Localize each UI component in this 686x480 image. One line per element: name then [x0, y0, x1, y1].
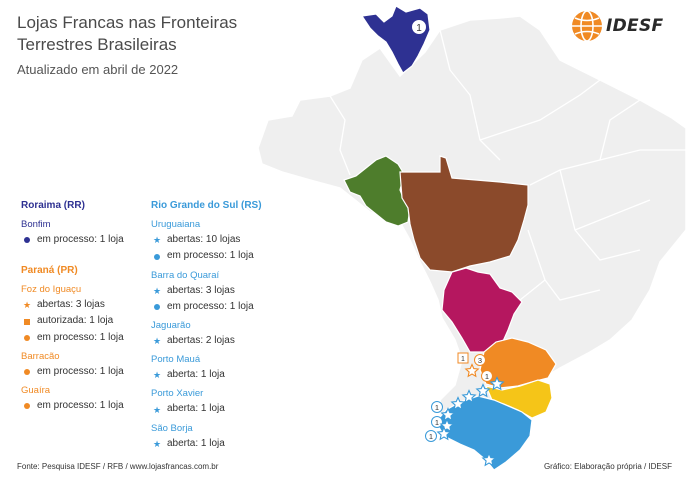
legend-city: Guaíra — [21, 385, 51, 397]
state-parana — [479, 337, 557, 389]
legend-item-text: autorizada: 1 loja — [37, 315, 114, 327]
badge-circle — [431, 401, 443, 413]
page-title: Lojas Francas nas Fronteiras Terrestres … — [17, 12, 237, 56]
star-icon: ★ — [152, 235, 162, 246]
legend-item-text: aberta: 1 loja — [167, 437, 225, 449]
state-borders — [329, 29, 686, 301]
page-subtitle: Atualizado em abril de 2022 — [17, 62, 179, 77]
legend-city: Porto Xavier — [151, 388, 204, 400]
dot-icon — [21, 401, 33, 411]
legend-city: Bonfim — [21, 219, 51, 231]
badge-circle — [425, 430, 437, 442]
store-star-marker — [464, 363, 480, 378]
credit-footer: Gráfico: Elaboração própria / IDESF — [543, 462, 672, 471]
square-icon — [21, 317, 33, 327]
store-star-marker — [489, 376, 505, 391]
badge-circle — [481, 370, 493, 382]
star-icon: ★ — [152, 285, 162, 296]
legend-item: ★ aberta: 1 loja — [151, 436, 262, 452]
star-icon: ★ — [152, 404, 162, 415]
legend-item: em processo: 1 loja — [21, 330, 124, 346]
authorized-square-marker — [457, 352, 469, 364]
legend-city: Foz do Iguaçu — [21, 284, 82, 296]
legend-city: São Borja — [151, 422, 193, 434]
legend-title: Paraná (PR) — [21, 265, 78, 276]
legend-item: ★ abertas: 10 lojas — [151, 232, 262, 248]
legend-item-text: em processo: 1 loja — [37, 331, 124, 343]
legend-item: ★ aberta: 1 loja — [151, 367, 262, 383]
badge-label: 1 — [435, 418, 439, 427]
legend-item-text: abertas: 2 lojas — [167, 335, 235, 347]
badge-label: 1 — [429, 432, 433, 441]
source-footer: Fonte: Pesquisa IDESF / RFB / www.lojasf… — [17, 462, 219, 471]
legend-item-text: abertas: 3 lojas — [37, 299, 105, 311]
legend-item: ★ abertas: 2 lojas — [151, 333, 262, 349]
legend-item: autorizada: 1 loja — [21, 313, 124, 329]
state-mato-grosso-do-sul — [441, 267, 523, 353]
idesf-logo: IDESF — [571, 10, 663, 42]
star-icon: ★ — [22, 300, 32, 311]
legend-item-text: aberta: 1 loja — [167, 369, 225, 381]
legend-item-text: aberta: 1 loja — [167, 403, 225, 415]
legend-item-text: em processo: 1 loja — [167, 300, 254, 312]
badge-label: 1 — [485, 372, 489, 381]
legend-city: Uruguaiana — [151, 219, 201, 231]
legend-item-text: em processo: 1 loja — [37, 234, 124, 246]
store-star-marker — [481, 452, 497, 467]
legend-roraima: Roraima (RR) Bonfim em processo: 1 loja — [21, 198, 124, 248]
badge-circle — [431, 416, 443, 428]
badge-label: 1 — [461, 356, 465, 363]
legend-city: Barra do Quaraí — [151, 269, 220, 281]
legend-item: ★ aberta: 1 loja — [151, 401, 262, 417]
legend-city: Jaguarão — [151, 320, 191, 332]
store-star-marker — [436, 426, 452, 441]
dot-icon — [21, 367, 33, 377]
dot-icon — [21, 235, 33, 245]
logo-text: IDESF — [606, 16, 664, 36]
legend-city: Porto Mauá — [151, 354, 201, 366]
store-star-marker — [475, 383, 491, 398]
store-star-marker — [461, 389, 477, 404]
badge-circle — [411, 19, 427, 35]
badge-label: 1 — [435, 403, 439, 412]
state-mato-grosso — [399, 155, 529, 273]
legend-title: Roraima (RR) — [21, 200, 85, 211]
legend-item: ★ abertas: 3 lojas — [151, 283, 262, 299]
legend-item: em processo: 1 loja — [21, 398, 124, 414]
legend-item: ★ abertas: 3 lojas — [21, 297, 124, 313]
star-icon: ★ — [152, 336, 162, 347]
legend-item: em processo: 1 loja — [21, 232, 124, 248]
legend-item-text: em processo: 1 loja — [37, 365, 124, 377]
legend-item: em processo: 1 loja — [21, 364, 124, 380]
badge-label: 1 — [416, 23, 422, 34]
title-line-1: Lojas Francas nas Fronteiras — [17, 13, 238, 32]
legend-item: em processo: 1 loja — [151, 299, 262, 315]
store-star-marker — [440, 407, 456, 422]
legend-item-text: em processo: 1 loja — [167, 250, 254, 262]
badge-circle — [474, 354, 486, 366]
legend-title: Rio Grande do Sul (RS) — [151, 200, 262, 211]
store-star-marker — [450, 396, 466, 411]
legend-rio-grande-do-sul: Rio Grande do Sul (RS) Uruguaiana ★ abertas… — [151, 198, 262, 452]
dot-icon — [21, 333, 33, 343]
dot-icon — [151, 302, 163, 312]
legend-item-text: em processo: 1 loja — [37, 400, 124, 412]
title-line-2: Terrestres Brasileiras — [17, 35, 177, 54]
legend-parana: Paraná (PR) Foz do Iguaçu ★ abertas: 3 loja… — [21, 263, 124, 414]
legend-item-text: abertas: 10 lojas — [167, 234, 241, 246]
legend-city: Barracão — [21, 350, 60, 362]
star-icon: ★ — [152, 438, 162, 449]
legend-item-text: abertas: 3 lojas — [167, 284, 235, 296]
legend-item: em processo: 1 loja — [151, 248, 262, 264]
star-icon: ★ — [152, 370, 162, 381]
badge-label: 3 — [478, 356, 482, 365]
globe-icon — [572, 10, 602, 42]
dot-icon — [151, 252, 163, 262]
